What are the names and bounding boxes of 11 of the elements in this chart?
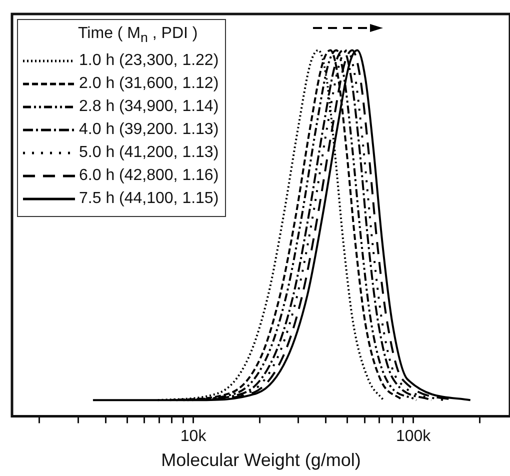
legend-title: Time ( M$_{n}$ , PDI ) xyxy=(77,24,199,48)
legend-label: 1.0 h (23,300, 1.22) xyxy=(79,51,219,72)
legend-label: 2.8 h (34,900, 1.14) xyxy=(79,97,219,118)
x-tick-label: 100k xyxy=(396,428,432,446)
legend-label: 5.0 h (41,200, 1.13) xyxy=(79,143,219,164)
x-tick-label: 10k xyxy=(180,428,208,446)
legend-label: 2.0 h (31,600, 1.12) xyxy=(79,74,219,94)
legend-label: 6.0 h (42,800, 1.16) xyxy=(79,166,219,186)
legend-label: 7.5 h (44,100, 1.15) xyxy=(79,189,219,210)
x-axis-title: Molecular Weight (g/mol) xyxy=(161,450,361,470)
legend-label: 4.0 h (39,200. 1.13) xyxy=(79,120,219,140)
